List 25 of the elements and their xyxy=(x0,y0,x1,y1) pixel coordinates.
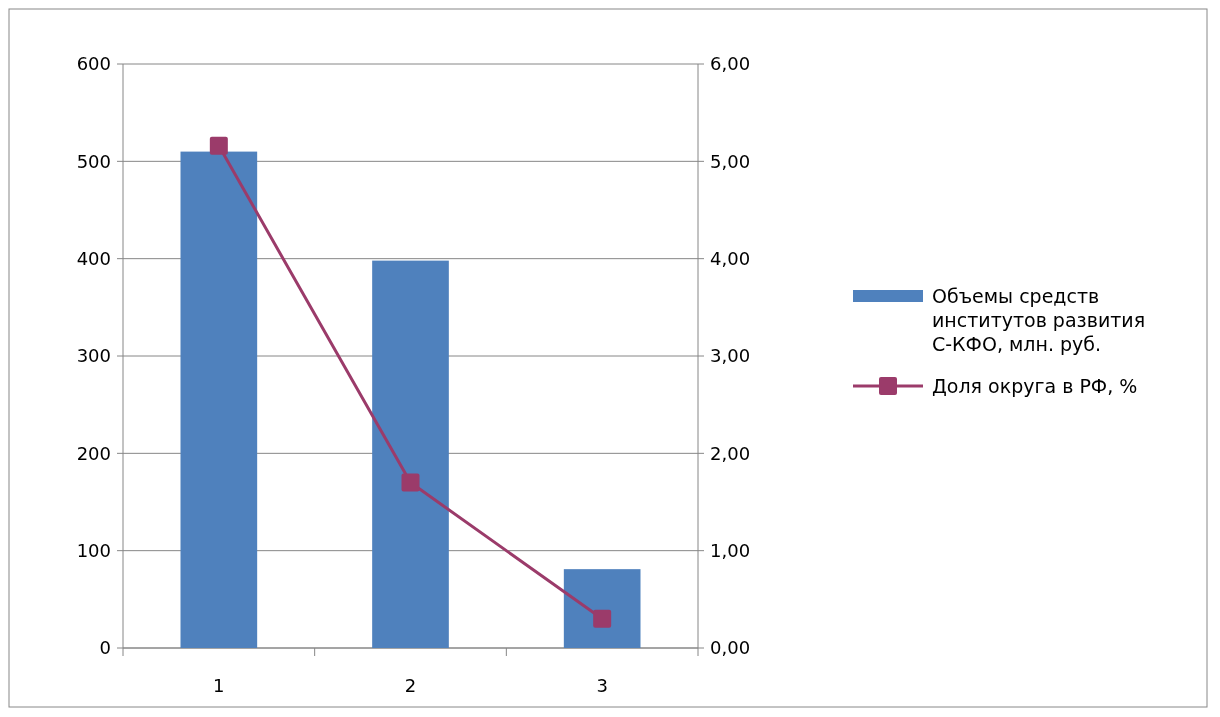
y-tick-label: 100 xyxy=(76,539,111,561)
point xyxy=(593,609,612,628)
y2-tick-label: 6,00 xyxy=(710,53,751,75)
bar xyxy=(180,151,258,648)
point xyxy=(209,136,228,155)
legend-label: Объемы средств институтов развития С-КФО, млн. руб. xyxy=(932,284,1146,355)
y-tick-label: 600 xyxy=(76,53,111,75)
y2-tick-label: 0,00 xyxy=(710,637,751,659)
legend-label: Доля округа в РФ, % xyxy=(932,374,1138,397)
bar xyxy=(563,569,641,648)
x-tick-label: 1 xyxy=(213,675,225,696)
x-tick-label: 3 xyxy=(596,675,608,696)
y2-tick-label: 1,00 xyxy=(710,539,751,561)
bar xyxy=(372,260,449,648)
y-tick-label: 400 xyxy=(76,247,111,269)
y-tick-label: 500 xyxy=(76,150,111,172)
y2-tick-label: 4,00 xyxy=(710,247,751,269)
y-tick-label: 200 xyxy=(76,442,111,464)
y2-tick-label: 2,00 xyxy=(710,442,751,464)
y-tick-label: 300 xyxy=(76,345,111,367)
y2-tick-label: 3,00 xyxy=(710,345,751,367)
x-tick-label: 2 xyxy=(404,675,417,696)
y2-tick-label: 5,00 xyxy=(710,150,751,172)
point xyxy=(401,473,420,492)
y-tick-label: 0 xyxy=(99,637,111,659)
